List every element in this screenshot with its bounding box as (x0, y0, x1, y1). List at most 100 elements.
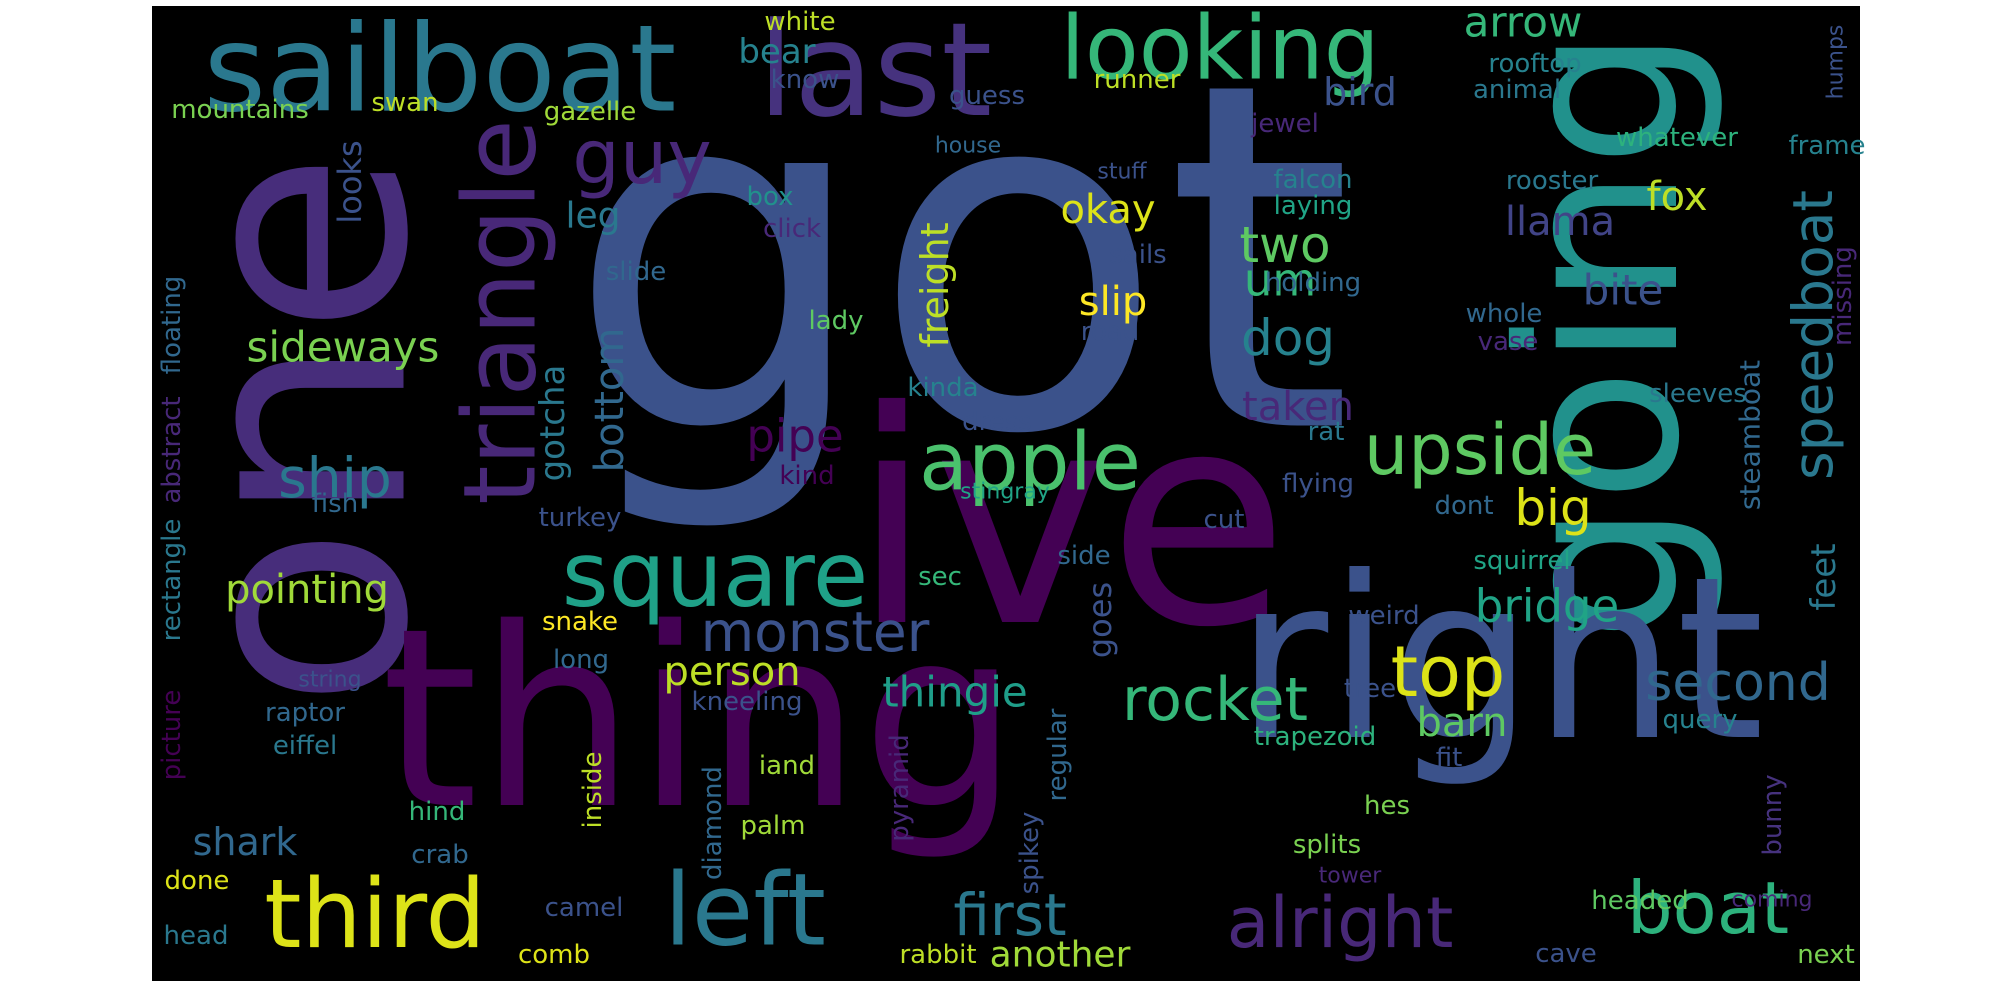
word-turkey: turkey (539, 503, 622, 533)
word-top: top (1391, 631, 1506, 713)
word-guy: guy (572, 113, 712, 201)
word-animal: animal (1473, 75, 1561, 105)
word-taken: taken (1242, 384, 1354, 430)
word-squirrel: squirrel (1473, 546, 1570, 576)
word-bear: bear (738, 32, 815, 72)
word-hind: hind (409, 797, 466, 827)
word-whatever: whatever (1616, 123, 1738, 153)
word-stingray: stingray (960, 480, 1050, 505)
word-raptor: raptor (265, 698, 345, 728)
word-tower: tower (1319, 864, 1383, 889)
word-goes: goes (1081, 582, 1119, 658)
word-bird: bird (1323, 70, 1397, 114)
word-upside: upside (1364, 409, 1596, 491)
word-guess: guess (949, 81, 1025, 111)
word-box: box (747, 182, 794, 212)
word-spikey: spikey (1015, 812, 1045, 895)
word-um: um (1244, 254, 1316, 307)
word-splits: splits (1293, 830, 1361, 860)
word-trapezoid: trapezoid (1254, 722, 1377, 752)
word-dog: dog (1241, 309, 1335, 367)
word-fit: fit (1436, 743, 1463, 773)
word-diamond: diamond (698, 766, 728, 880)
word-sails: sails (1109, 240, 1166, 270)
word-rabbit: rabbit (899, 940, 976, 970)
word-pipe: pipe (746, 410, 843, 463)
word-looks: looks (331, 140, 369, 223)
word-mountains: mountains (171, 95, 309, 125)
word-two: two (1239, 216, 1330, 274)
word-last: last (758, 0, 992, 146)
word-hes: hes (1364, 791, 1410, 821)
word-abstract: abstract (157, 396, 187, 503)
word-another: another (990, 935, 1131, 976)
word-pyramid: pyramid (885, 734, 915, 842)
word-comb: comb (518, 940, 590, 970)
word-camel: camel (545, 893, 624, 923)
word-dress: dress (962, 407, 1032, 437)
word-ship: ship (278, 446, 392, 510)
word-snake: snake (542, 607, 618, 637)
word-second: second (1645, 653, 1830, 713)
word-slip: slip (1079, 279, 1147, 325)
word-sleeves: sleeves (1649, 379, 1747, 409)
word-kinda: kinda (907, 373, 978, 403)
word-slide: slide (606, 257, 667, 287)
word-rooster: rooster (1506, 166, 1599, 196)
word-steamboat: steamboat (1734, 360, 1767, 510)
word-side: side (1057, 541, 1110, 571)
word-eiffel: eiffel (273, 731, 337, 761)
word-monster: monster (701, 600, 930, 664)
word-stuff: stuff (1097, 160, 1147, 185)
word-kneeling: kneeling (692, 687, 803, 717)
word-okay: okay (1060, 187, 1155, 233)
word-cut: cut (1204, 505, 1245, 535)
word-gazelle: gazelle (544, 97, 637, 127)
word-fox: fox (1647, 174, 1708, 220)
word-rectangle: rectangle (157, 519, 187, 642)
word-holding: holding (1265, 268, 1361, 298)
word-llama: llama (1505, 199, 1615, 245)
word-floating: floating (157, 276, 187, 375)
word-ive: ive (851, 348, 1289, 692)
word-palm: palm (741, 811, 806, 841)
word-cave: cave (1535, 939, 1597, 969)
word-first: first (953, 881, 1066, 949)
word-sailboat: sailboat (204, 1, 677, 140)
word-humps: humps (1824, 25, 1849, 100)
word-person: person (663, 649, 800, 695)
word-string: string (298, 668, 361, 693)
word-sec: sec (918, 562, 962, 592)
word-square: square (562, 523, 869, 628)
word-going: going (1472, 28, 1728, 642)
word-tree: tree (1344, 674, 1396, 704)
word-falcon: falcon (1274, 165, 1353, 195)
word-road: road (1081, 317, 1139, 347)
word-left: left (664, 852, 826, 969)
word-triangle: triangle (442, 119, 559, 505)
word-crab: crab (411, 840, 468, 870)
word-bunny: bunny (1758, 774, 1788, 855)
word-next: next (1797, 940, 1855, 970)
word-query: query (1662, 705, 1737, 735)
word-looking: looking (1060, 0, 1379, 100)
word-big: big (1514, 479, 1591, 537)
word-freight: freight (913, 222, 957, 347)
word-inside: inside (578, 752, 608, 829)
word-alright: alright (1227, 882, 1454, 964)
word-cloud-background (152, 6, 1860, 981)
word-head: head (164, 921, 229, 951)
word-thing: thing (381, 576, 1019, 864)
word-click: click (763, 214, 821, 244)
word-lady: lady (808, 306, 863, 336)
word-missing: missing (1828, 246, 1858, 346)
word-jewel: jewel (1250, 109, 1319, 139)
word-pointing: pointing (225, 567, 389, 613)
word-laying: laying (1274, 191, 1353, 221)
word-shark: shark (193, 820, 298, 864)
word-weird: weird (1348, 601, 1419, 631)
word-frame: frame (1788, 131, 1865, 161)
word-rooftop: rooftop (1488, 49, 1581, 79)
word-swan: swan (371, 88, 438, 118)
